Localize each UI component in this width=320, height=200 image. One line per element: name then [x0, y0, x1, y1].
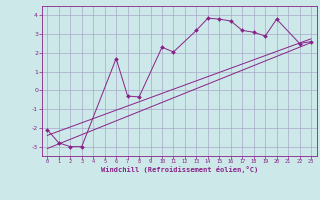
X-axis label: Windchill (Refroidissement éolien,°C): Windchill (Refroidissement éolien,°C) [100, 166, 258, 173]
